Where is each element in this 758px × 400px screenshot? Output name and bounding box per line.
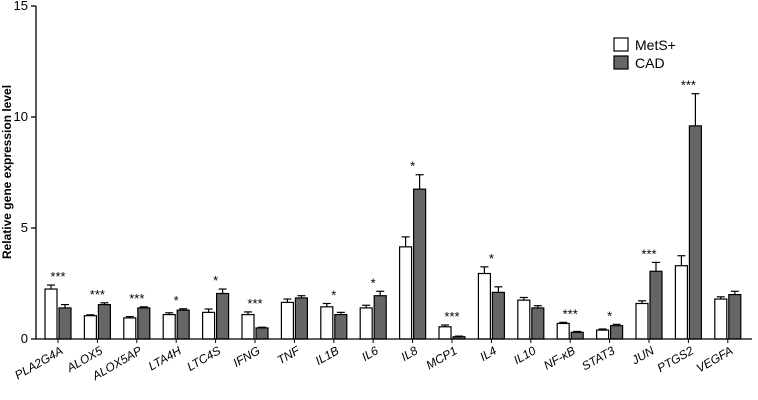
x-tick-label: VEGFA — [694, 343, 735, 375]
y-tick-label: 15 — [14, 0, 28, 13]
x-tick-label: MCP1 — [424, 343, 460, 372]
significance-marker: *** — [247, 296, 262, 311]
significance-marker: * — [607, 308, 612, 323]
bar-mets — [359, 307, 373, 340]
x-tick-label: STAT3 — [579, 343, 617, 373]
x-tick-label: NF-κB — [541, 343, 577, 372]
bar-mets — [714, 298, 728, 340]
bars: ****** *** *************** ******* — [44, 78, 742, 340]
bar-mets — [595, 329, 610, 340]
bar-mets — [202, 311, 216, 340]
bar-cad — [216, 292, 230, 340]
bar-cad — [531, 307, 545, 340]
legend-label: MetS+ — [635, 37, 676, 53]
significance-marker: *** — [563, 306, 578, 321]
y-tick-label: 5 — [21, 220, 28, 235]
bar-cad — [373, 295, 387, 340]
bar-cad — [334, 313, 348, 340]
x-tick-label: IL6 — [359, 343, 381, 364]
y-tick-label: 0 — [21, 331, 28, 346]
bar-mets — [674, 265, 689, 340]
x-tick-label: PTGS2 — [655, 343, 696, 375]
x-tick-label: LTC4S — [185, 343, 224, 373]
bar-cad — [570, 331, 584, 340]
legend: MetS+ CAD — [613, 37, 676, 71]
bar-cad — [294, 297, 308, 340]
significance-marker: * — [213, 273, 218, 288]
bar-mets — [438, 326, 452, 340]
bar-cad — [688, 125, 703, 340]
x-tick-label: IL8 — [399, 343, 421, 364]
bar-cad — [97, 303, 112, 340]
significance-marker: * — [174, 293, 179, 308]
bar-mets — [83, 315, 98, 340]
y-axis-label: Relative gene expression level — [0, 85, 14, 259]
bar-cad — [58, 307, 72, 340]
significance-marker: * — [331, 287, 336, 302]
bar-mets — [477, 272, 491, 340]
x-tick-label: IFNG — [231, 343, 263, 369]
x-tick-label: LTA4H — [146, 343, 184, 373]
significance-marker: * — [489, 251, 494, 266]
x-tick-label: IL4 — [477, 343, 499, 364]
x-tick-label: IL10 — [511, 343, 539, 367]
bar-cad — [176, 309, 190, 340]
bar-mets — [556, 322, 570, 340]
significance-marker: *** — [90, 287, 105, 302]
bar-mets — [517, 299, 531, 340]
bar-cad — [609, 325, 624, 340]
significance-marker: *** — [129, 291, 144, 306]
legend-label: CAD — [635, 55, 665, 71]
significance-marker: *** — [444, 309, 459, 324]
bar-mets — [44, 288, 58, 340]
significance-marker: *** — [641, 246, 656, 261]
legend-swatch — [613, 37, 629, 52]
x-tick-label: IL1B — [313, 343, 341, 367]
significance-marker: * — [410, 159, 415, 174]
y-axis: 0 5 10 15 — [14, 0, 37, 346]
x-tick-label: PLA2G4A — [12, 343, 65, 382]
bar-cad — [491, 291, 505, 340]
bar-cad — [728, 294, 742, 340]
bar-cad — [413, 188, 427, 340]
x-tick-label: TNF — [275, 343, 303, 367]
bar-cad — [255, 327, 269, 340]
bar-cad — [649, 270, 663, 340]
bar-mets — [635, 302, 649, 340]
legend-swatch — [613, 55, 629, 70]
significance-marker: * — [371, 275, 376, 290]
bar-mets — [320, 306, 334, 340]
bar-mets — [280, 301, 294, 340]
bar-cad — [137, 307, 151, 340]
y-tick-label: 10 — [14, 109, 28, 124]
significance-marker: *** — [50, 269, 65, 284]
significance-marker: *** — [681, 78, 696, 93]
bar-mets — [123, 317, 137, 340]
x-tick-label: JUN — [628, 343, 656, 367]
bar-mets — [162, 313, 176, 340]
bar-mets — [241, 313, 255, 340]
bar-mets — [399, 246, 413, 340]
